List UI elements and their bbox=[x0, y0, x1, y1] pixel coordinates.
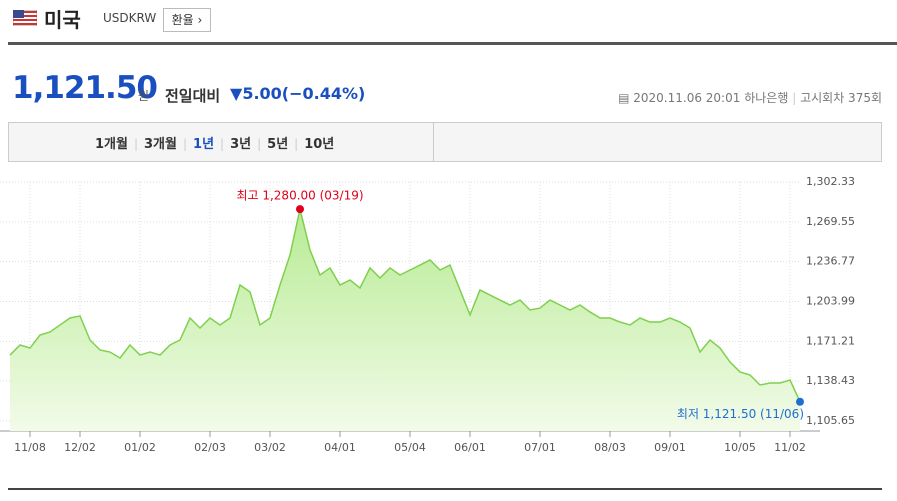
y-tick-label: 1,269.55 bbox=[806, 215, 855, 228]
low-marker bbox=[796, 397, 804, 406]
rate-button[interactable]: 환율 › bbox=[163, 8, 211, 32]
flag bbox=[13, 10, 37, 26]
x-tick-label: 06/01 bbox=[454, 441, 486, 454]
divider bbox=[8, 42, 897, 45]
quote-meta: ▤ 2020.11.06 20:01 하나은행 | 고시회차 375회 bbox=[618, 91, 882, 105]
line bbox=[9, 208, 801, 403]
tab-separator: | bbox=[220, 137, 225, 151]
tab[interactable]: 3년 bbox=[230, 137, 252, 152]
tabs: 1개월 | 3개월 | 1년 | 3년 | 5년 | 10년 bbox=[89, 133, 340, 152]
y-tick-label: 1,105.65 bbox=[806, 414, 855, 427]
x-tick-label: 04/01 bbox=[324, 441, 356, 454]
tab[interactable]: 10년 bbox=[304, 137, 335, 152]
y-tick-label: 1,138.43 bbox=[806, 374, 855, 387]
x-tick-label: 11/08 bbox=[14, 441, 46, 454]
code: USDKRW bbox=[103, 11, 157, 25]
x-tick-label: 09/01 bbox=[654, 441, 686, 454]
tab[interactable]: 1년 bbox=[193, 137, 215, 152]
tab-separator: | bbox=[257, 137, 262, 151]
datetime: 2020.11.06 20:01 bbox=[633, 91, 741, 105]
x-tick-label: 10/05 bbox=[724, 441, 756, 454]
x-tick-label: 05/04 bbox=[394, 441, 426, 454]
x-tick-label: 08/03 bbox=[594, 441, 626, 454]
area bbox=[10, 209, 800, 431]
x-tick-label: 12/02 bbox=[64, 441, 96, 454]
tab-separator: | bbox=[133, 137, 139, 151]
x-tick-label: 03/02 bbox=[254, 441, 286, 454]
tab-divider bbox=[433, 123, 434, 161]
change: ▼5.00(−0.44%) bbox=[230, 84, 366, 103]
y-tick-label: 1,236.77 bbox=[806, 255, 855, 268]
chart: 1,105.65 1,138.43 1,171.21 1,203.99 1,236.77… bbox=[0, 175, 855, 454]
bank: 하나은행 bbox=[744, 91, 789, 105]
tab[interactable]: 1개월 bbox=[95, 137, 128, 152]
low-label: 최저 1,121.50 (11/06) bbox=[677, 407, 804, 421]
high-label: 최고 1,280.00 (03/19) bbox=[236, 189, 363, 203]
bottom-line bbox=[8, 488, 882, 490]
country: 미국 bbox=[44, 8, 81, 32]
tab-separator: | bbox=[182, 137, 188, 151]
change-pct: (−0.44%) bbox=[281, 84, 366, 103]
x-tick-label: 01/02 bbox=[124, 441, 156, 454]
tab-bar: 1개월 | 3개월 | 1년 | 3년 | 5년 | 10년 bbox=[8, 122, 882, 162]
change-label: 전일대비 bbox=[165, 87, 221, 105]
y-tick-label: 1,203.99 bbox=[806, 295, 855, 308]
change-value: 5.00 bbox=[242, 84, 282, 103]
x-tick-label: 11/02 bbox=[774, 441, 806, 454]
y-tick-label: 1,302.33 bbox=[806, 175, 855, 188]
rate-button-text[interactable]: 환율 bbox=[171, 13, 194, 27]
price-unit: 원 bbox=[138, 89, 150, 103]
x-tick-label: 07/01 bbox=[524, 441, 556, 454]
tab[interactable]: 3개월 bbox=[144, 137, 177, 152]
tab-separator: | bbox=[294, 137, 299, 151]
price: 1,121.50 bbox=[12, 70, 158, 106]
high-marker bbox=[296, 205, 304, 214]
tab[interactable]: 5년 bbox=[267, 137, 289, 152]
round: 고시회차 375회 bbox=[800, 91, 882, 105]
y-tick-label: 1,171.21 bbox=[806, 334, 855, 347]
x-tick-label: 02/03 bbox=[194, 441, 226, 454]
